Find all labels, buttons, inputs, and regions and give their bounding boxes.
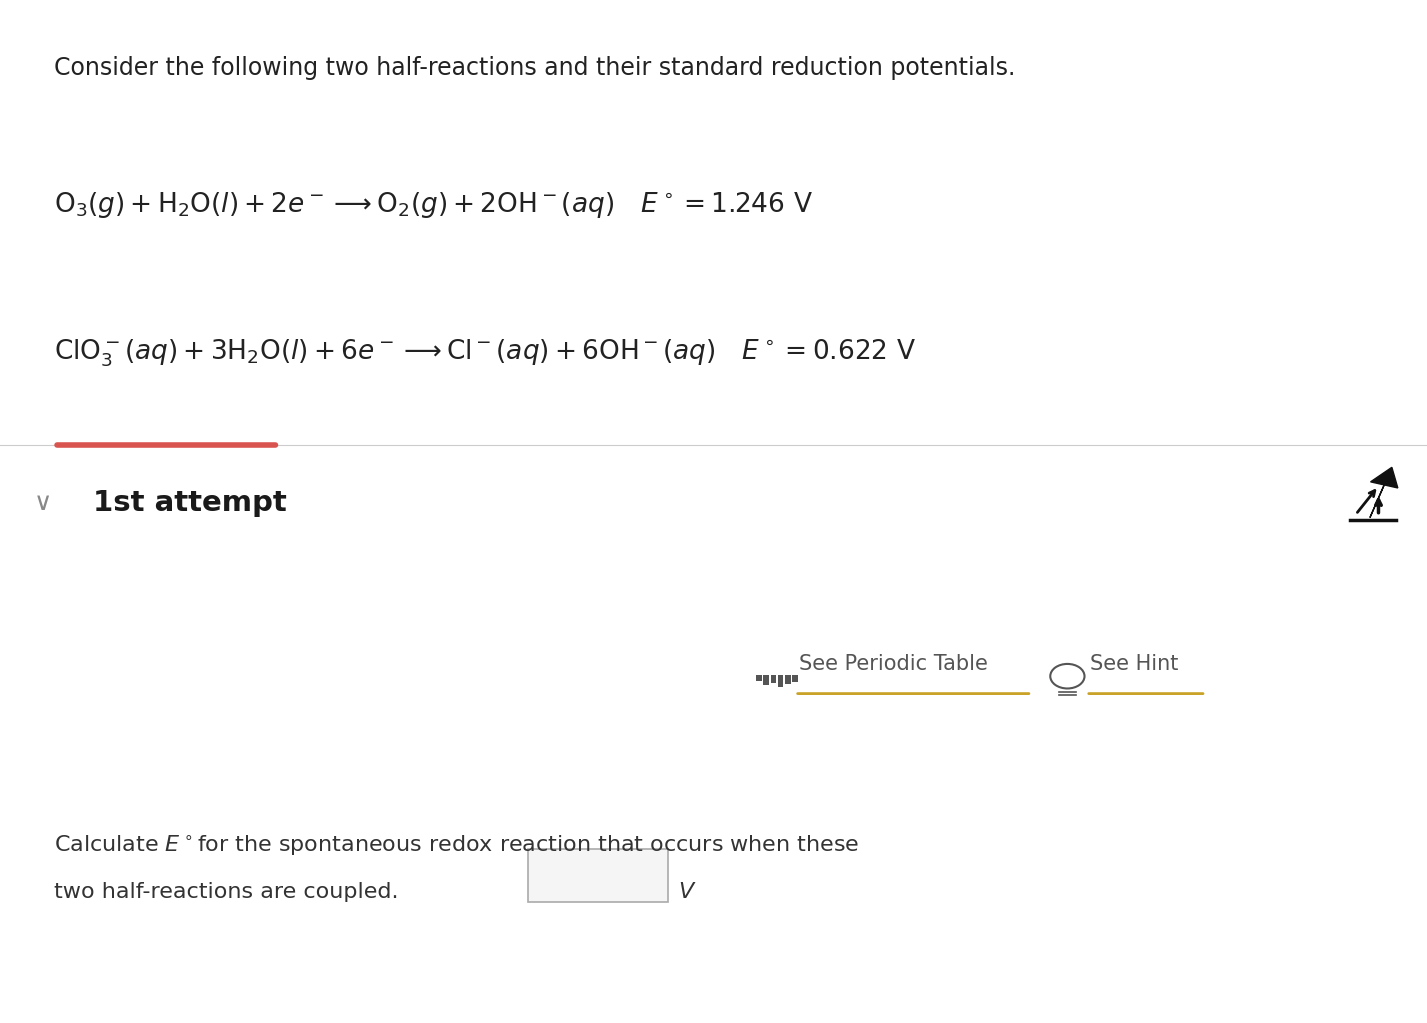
Text: Calculate $E^\circ$for the spontaneous redox reaction that occurs when these: Calculate $E^\circ$for the spontaneous r…	[54, 834, 859, 858]
FancyBboxPatch shape	[528, 849, 668, 902]
Text: 1st attempt: 1st attempt	[93, 489, 287, 518]
Bar	[778, 675, 783, 687]
Text: $\mathrm{ClO_3^-}(aq) + 3\mathrm{H_2O}(l) + 6e^- \longrightarrow \mathrm{Cl^-}(a: $\mathrm{ClO_3^-}(aq) + 3\mathrm{H_2O}(l…	[54, 338, 916, 368]
Text: $\mathrm{O_3}(g) + \mathrm{H_2O}(l) + 2e^- \longrightarrow \mathrm{O_2}(g) + 2\m: $\mathrm{O_3}(g) + \mathrm{H_2O}(l) + 2e…	[54, 189, 813, 220]
Text: See Hint: See Hint	[1090, 654, 1179, 674]
Text: Consider the following two half-reactions and their standard reduction potential: Consider the following two half-reaction…	[54, 56, 1016, 80]
Bar	[771, 675, 776, 683]
Text: See Periodic Table: See Periodic Table	[799, 654, 987, 674]
Text: V: V	[678, 882, 694, 902]
Bar	[785, 675, 791, 684]
Text: ∨: ∨	[34, 491, 51, 516]
Bar	[763, 675, 769, 685]
FancyArrow shape	[1370, 468, 1398, 518]
Text: two half-reactions are coupled.: two half-reactions are coupled.	[54, 882, 398, 902]
Bar	[756, 675, 762, 681]
Bar	[792, 675, 798, 682]
